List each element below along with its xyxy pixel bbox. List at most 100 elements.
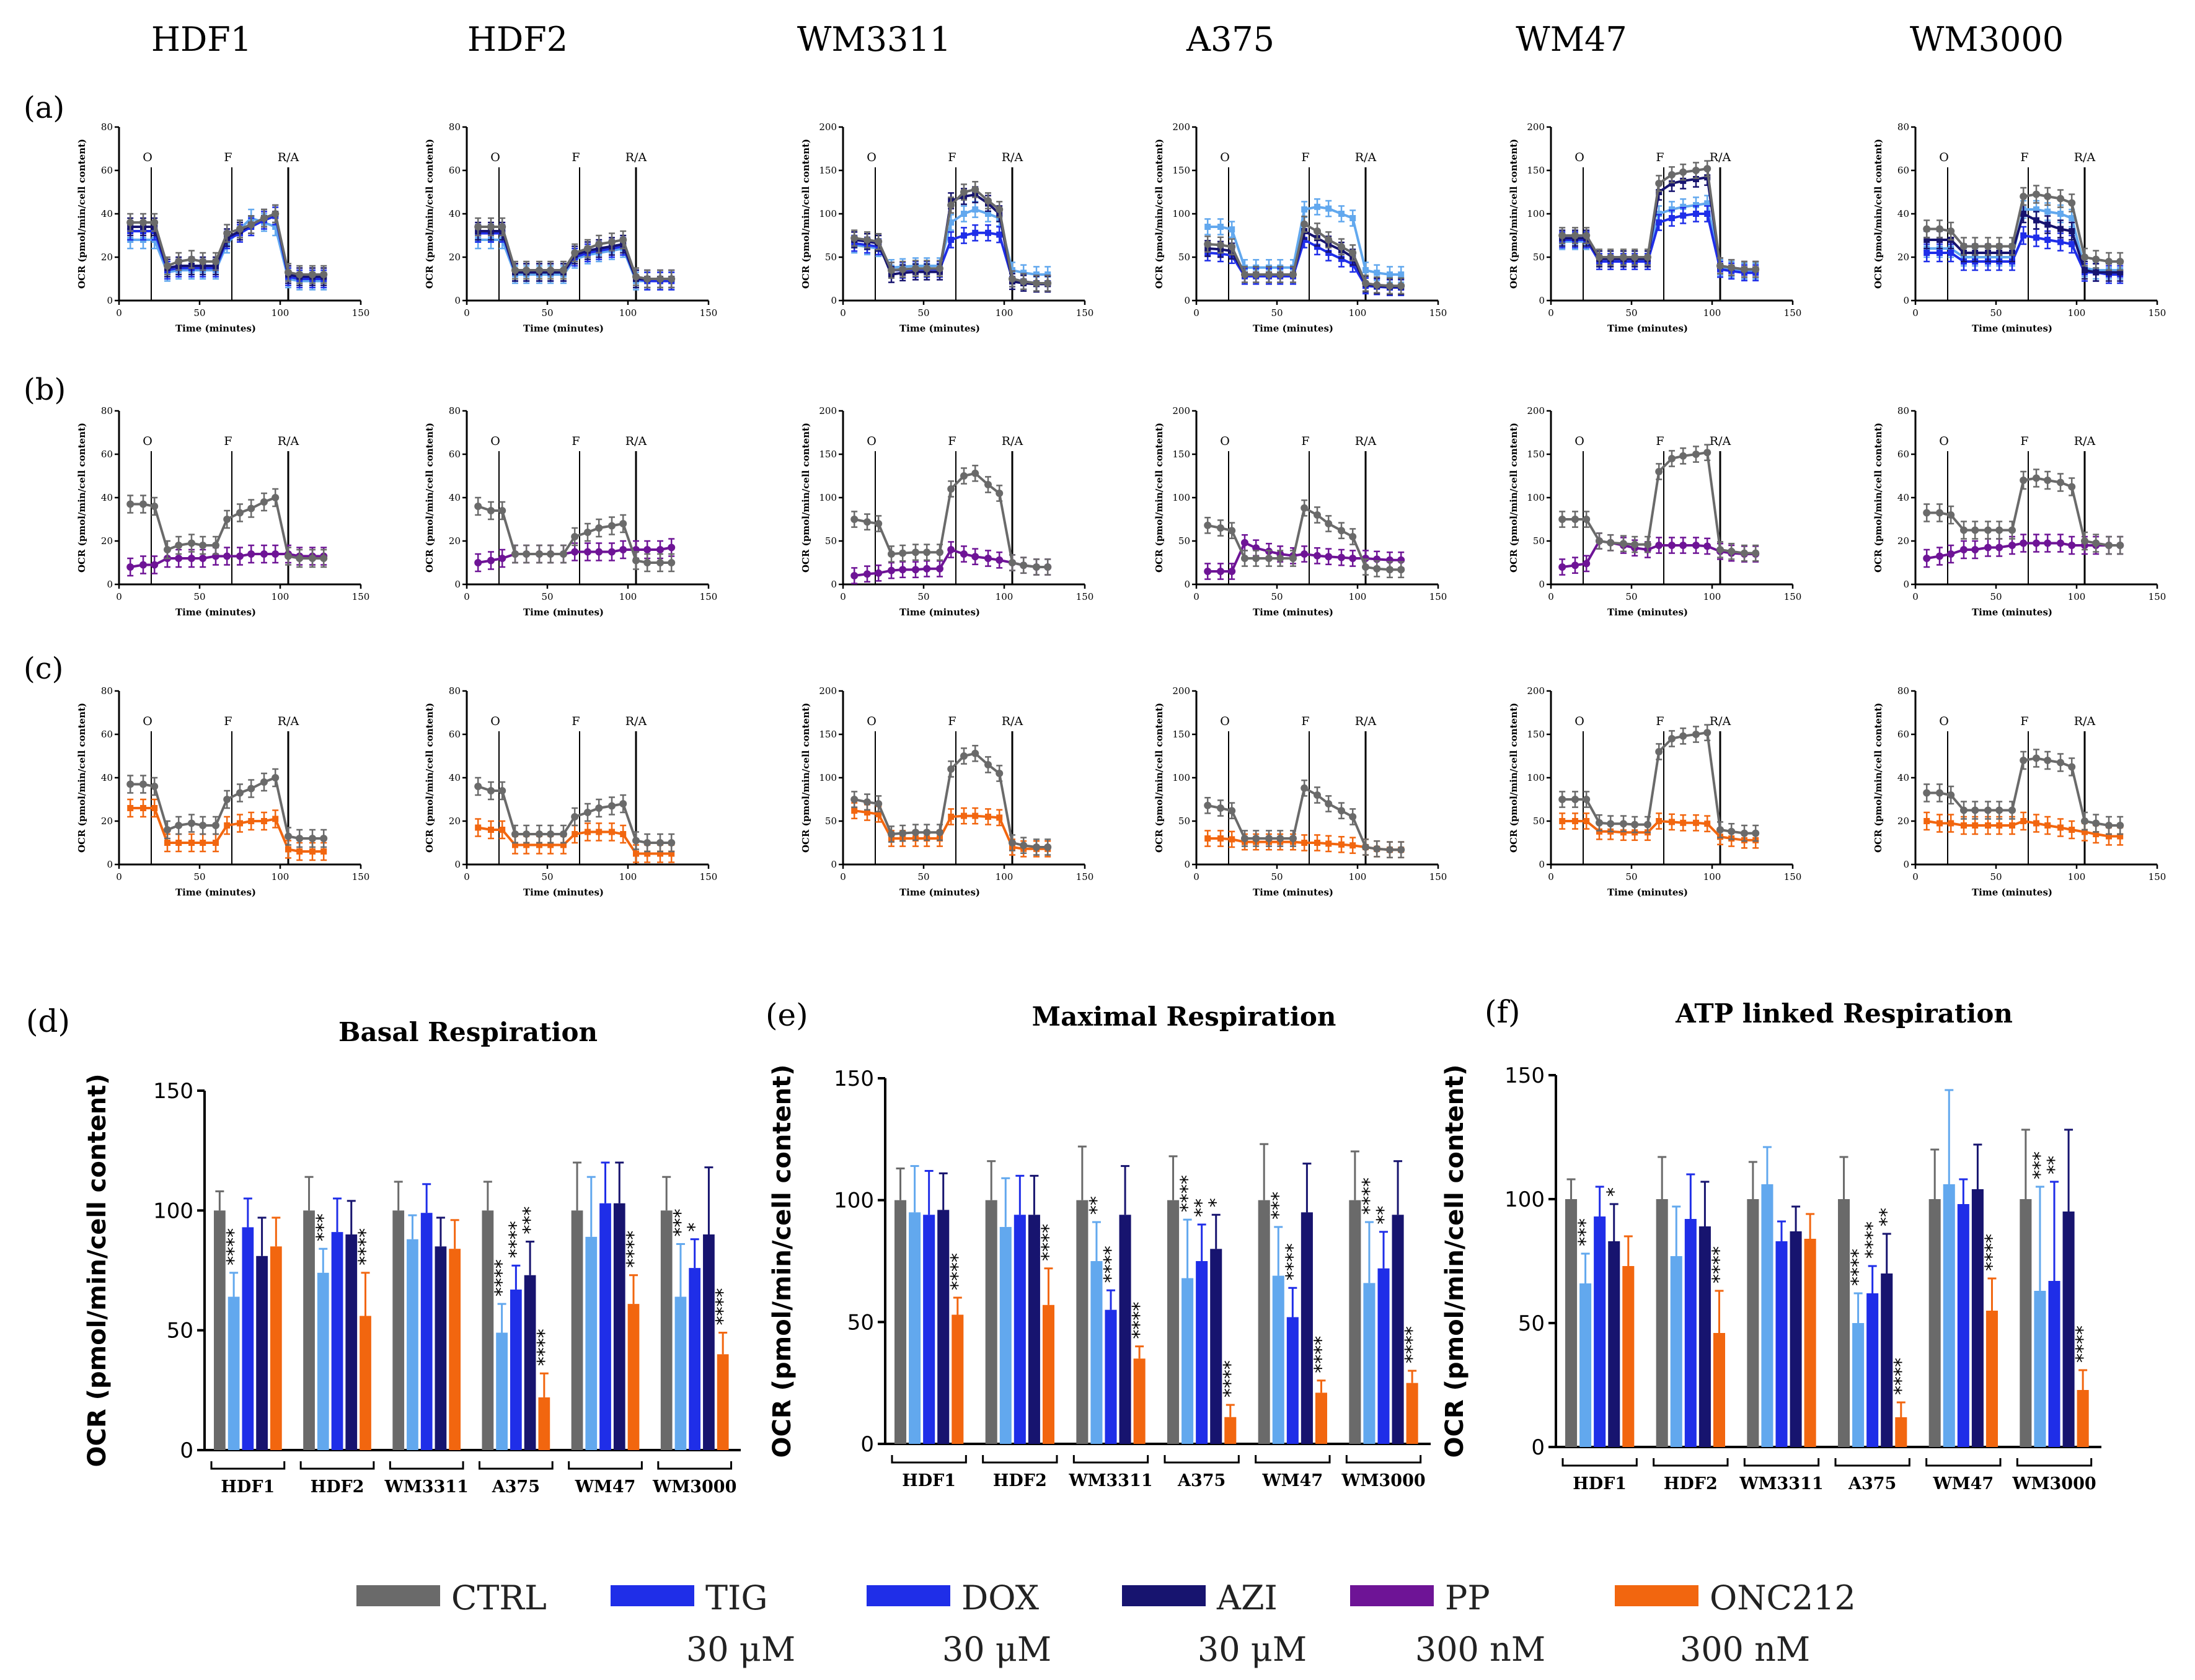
y-tick-label: 0 [1184, 859, 1190, 870]
data-point [2020, 477, 2028, 484]
data-point [1241, 539, 1248, 547]
data-point [2068, 483, 2076, 491]
x-tick-label: 0 [1193, 871, 1199, 882]
x-tick-label: 100 [2068, 591, 2086, 602]
y-tick-label: 0 [1539, 859, 1545, 870]
data-point [996, 231, 1003, 238]
data-point [1620, 820, 1627, 828]
x-tick-label: 150 [352, 871, 370, 882]
x-axis-label: Time (minutes) [1972, 607, 2052, 618]
data-point [223, 516, 231, 523]
data-point [139, 500, 147, 508]
bar-dox [2048, 1281, 2060, 1447]
data-point [620, 831, 627, 837]
category-label: HDF2 [993, 1471, 1047, 1490]
bar-onc212 [1042, 1304, 1054, 1444]
injection-label: R/A [278, 151, 299, 164]
data-point [1752, 829, 1760, 837]
data-point [572, 831, 578, 837]
x-tick-label: 50 [917, 307, 929, 319]
data-point [1204, 835, 1211, 842]
legend-item-pp: PP 300 nM [1350, 1578, 1545, 1669]
data-point [1252, 835, 1260, 842]
injection-label: F [224, 715, 232, 728]
bar-tig [1272, 1275, 1284, 1444]
data-point [1656, 189, 1663, 195]
data-point [584, 529, 591, 536]
data-point [260, 778, 268, 786]
y-tick-label: 50 [1518, 1311, 1545, 1336]
bar-onc212 [1406, 1383, 1418, 1444]
data-point [1386, 282, 1393, 290]
x-tick-label: 0 [840, 871, 846, 882]
x-tick-label: 50 [193, 307, 205, 319]
bar-onc212 [627, 1304, 640, 1450]
significance-label: **** [1708, 1246, 1730, 1283]
group-bracket [1255, 1455, 1331, 1464]
data-point [936, 829, 943, 837]
legend-item-onc212: ONC212 300 nM [1615, 1578, 1856, 1669]
bar-azi [1790, 1231, 1802, 1447]
y-tick-label: 100 [153, 1198, 193, 1223]
data-point [1631, 820, 1639, 829]
y-tick-label: 60 [449, 729, 461, 740]
data-point [1668, 542, 1676, 549]
x-tick-label: 0 [1548, 871, 1554, 882]
bar-dox [1105, 1309, 1117, 1444]
data-point [1655, 180, 1663, 187]
data-point [296, 835, 304, 842]
injection-label: F [1301, 434, 1309, 448]
data-point [1301, 840, 1308, 846]
line-panel-wm47: 0 50 100 150 200 0 50 100 150 Time (minutes) OCR (… [1508, 685, 1801, 898]
data-point [571, 813, 579, 820]
significance-label: *** [519, 1207, 541, 1234]
data-point [320, 848, 327, 855]
bar-tig [1579, 1283, 1592, 1447]
x-tick-label: 50 [1625, 307, 1637, 319]
injection-label: R/A [1710, 151, 1731, 164]
bar-ctrl [1656, 1199, 1668, 1447]
data-point [126, 219, 135, 226]
bar-onc212 [1133, 1358, 1146, 1444]
data-point [237, 820, 243, 827]
data-point [309, 555, 316, 562]
data-point [487, 787, 495, 794]
data-point [2057, 211, 2064, 217]
data-point [947, 201, 955, 209]
category-label: WM3311 [384, 1477, 469, 1497]
data-point [2082, 829, 2088, 835]
y-tick-label: 0 [107, 579, 113, 590]
data-point [2069, 241, 2075, 247]
data-point [164, 826, 171, 833]
data-point [1398, 271, 1405, 278]
category-label: WM3311 [1739, 1474, 1823, 1493]
bar-tig [1363, 1283, 1376, 1444]
data-point [1314, 227, 1321, 235]
bar-tig [1181, 1278, 1194, 1444]
data-point [511, 550, 519, 558]
data-point [644, 850, 651, 857]
group-bracket [210, 1461, 286, 1470]
data-point [1937, 250, 1943, 256]
y-tick-label: 150 [1172, 449, 1190, 460]
y-tick-label: 0 [1531, 1435, 1545, 1460]
bar-ctrl [1167, 1200, 1180, 1444]
significance-label: **** [623, 1231, 645, 1268]
bar-dox [420, 1213, 433, 1450]
data-point [584, 245, 591, 252]
y-tick-label: 20 [101, 816, 113, 827]
data-point [2008, 542, 2016, 549]
data-point [498, 555, 506, 562]
data-point [260, 214, 268, 222]
data-point [2057, 226, 2064, 232]
data-point [961, 812, 967, 819]
x-axis-label: Time (minutes) [1253, 607, 1333, 618]
data-point [1033, 563, 1040, 571]
significance-label: **** [1220, 1360, 1242, 1397]
bar-panel-2: (f) ATP linked Respiration 0 50 100 150 OCR (p… [1441, 994, 2101, 1493]
x-tick-label: 150 [700, 871, 718, 882]
y-tick-label: 40 [101, 772, 113, 783]
y-tick-label: 0 [831, 295, 837, 306]
data-point [1571, 232, 1579, 239]
injection-label: O [143, 151, 152, 164]
